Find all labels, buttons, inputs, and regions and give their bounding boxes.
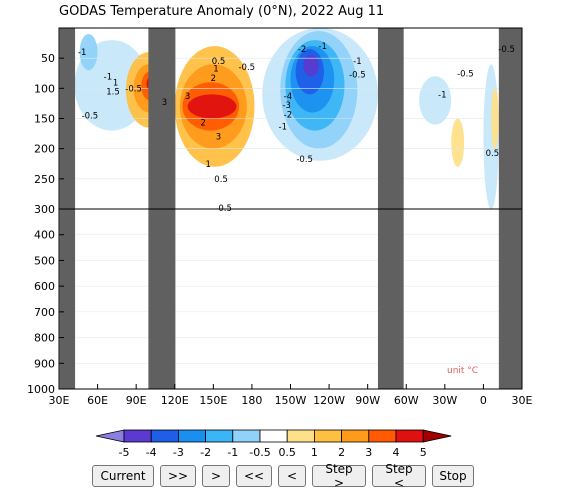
- forward-button[interactable]: >: [202, 465, 230, 487]
- y-tick-label: 250: [34, 173, 55, 186]
- x-tick-label: 0: [480, 394, 487, 407]
- y-tick-label: 500: [34, 254, 55, 267]
- contour-label: -0.5: [457, 69, 474, 79]
- colorbar-cell: [205, 429, 234, 443]
- contour-label: -1: [104, 72, 112, 82]
- colorbar-cell: [177, 429, 206, 443]
- animation-controls: Current >> > << < Step > Step < Stop: [92, 462, 474, 490]
- x-tick-label: 30E: [512, 394, 533, 407]
- colorbar-label: 0.5: [278, 446, 296, 459]
- contour-label: -1: [78, 48, 86, 58]
- fast-back-button[interactable]: <<: [236, 465, 272, 487]
- colorbar-cell: [123, 429, 152, 443]
- y-tick-label: 150: [34, 113, 55, 126]
- contour-label: 3: [185, 92, 190, 102]
- colorbar-label: -4: [146, 446, 157, 459]
- x-tick-label: 90W: [355, 394, 380, 407]
- colorbar-label: 5: [420, 446, 427, 459]
- contour-label: -1: [318, 42, 326, 52]
- contour-label: -0.5: [296, 155, 313, 165]
- x-tick-label: 60W: [394, 394, 419, 407]
- contour-label: 0.5: [212, 57, 226, 67]
- y-tick-label: 200: [34, 143, 55, 156]
- contour-label: 0.5: [486, 149, 500, 159]
- contour-label: 3: [216, 133, 221, 143]
- back-button[interactable]: <: [278, 465, 306, 487]
- contour-label: -3: [282, 101, 290, 111]
- contour-label: 2: [200, 119, 205, 129]
- y-tick-label: 300: [34, 203, 55, 216]
- contour-label: -0.5: [125, 84, 142, 94]
- axes: 30E 60E 90E 120E 150E 180 150W 120W 90W 60W 30W 0 30…: [27, 52, 533, 407]
- x-tick-label: 90E: [126, 394, 147, 407]
- x-tick-label: 150E: [199, 394, 227, 407]
- x-tick-label: 30E: [49, 394, 70, 407]
- contour-label: 1: [213, 64, 218, 74]
- colorbar-cell: [232, 429, 261, 443]
- anomaly-region: [187, 94, 237, 119]
- anomaly-region: [419, 76, 452, 125]
- step-forward-button[interactable]: Step >: [312, 462, 366, 490]
- colorbar-label: 1: [311, 446, 318, 459]
- colorbar-label: 4: [393, 446, 400, 459]
- contour-label: 0.5: [214, 175, 228, 185]
- anomaly-region: [79, 34, 98, 71]
- colorbar-label: -1: [227, 446, 238, 459]
- x-tick-label: 120E: [161, 394, 189, 407]
- y-tick-label: 50: [41, 52, 55, 65]
- fast-forward-button[interactable]: >>: [160, 465, 196, 487]
- colorbar-label: 3: [365, 446, 372, 459]
- chart-title: GODAS Temperature Anomaly (0°N), 2022 Au…: [59, 4, 384, 19]
- colorbar-cell: [150, 429, 179, 443]
- step-back-button[interactable]: Step <: [372, 462, 426, 490]
- contour-label: 1: [113, 78, 118, 88]
- colorbar-label: -2: [200, 446, 211, 459]
- colorbar-label: -5: [119, 446, 130, 459]
- contour-label: -1: [438, 90, 446, 100]
- anomaly-region: [303, 55, 319, 77]
- colorbar-cell: [368, 429, 397, 443]
- anomaly-region: [451, 118, 465, 167]
- x-tick-label: 120W: [313, 394, 345, 407]
- y-tick-label: 100: [34, 82, 55, 95]
- contour-label: -1: [279, 122, 287, 132]
- anomaly-chart: GODAS Temperature Anomaly (0°N), 2022 Au…: [27, 4, 533, 459]
- colorbar-label: 2: [338, 446, 345, 459]
- contour-label: -0.5: [349, 70, 366, 80]
- contour-label: 3: [162, 98, 167, 108]
- colorbar-cell: [341, 429, 370, 443]
- contour-label: 2: [211, 74, 216, 84]
- contour-label: -0.5: [498, 45, 515, 55]
- x-tick-label: 60E: [87, 394, 108, 407]
- y-tick-label: 400: [34, 229, 55, 242]
- x-tick-label: 150W: [275, 394, 307, 407]
- contour-label: 1: [205, 160, 210, 170]
- contour-label: -4: [284, 92, 292, 102]
- x-tick-label: 30W: [432, 394, 457, 407]
- y-tick-label: 600: [34, 280, 55, 293]
- unit-note: unit °C: [447, 366, 478, 376]
- contour-label: -0.5: [238, 63, 255, 73]
- colorbar-label: -0.5: [249, 446, 270, 459]
- current-button[interactable]: Current: [92, 465, 154, 487]
- colorbar-cap-left: [95, 429, 125, 443]
- y-tick-label: 700: [34, 306, 55, 319]
- colorbar-cell: [313, 429, 342, 443]
- contour-label: -2: [298, 45, 306, 55]
- colorbar-cell: [286, 429, 315, 443]
- colorbar-cap-right: [422, 429, 452, 443]
- contour-label: -0.5: [82, 112, 99, 122]
- y-tick-label: 900: [34, 357, 55, 370]
- contour-label: -1: [353, 57, 361, 67]
- contour-label: -2: [284, 110, 292, 120]
- stop-button[interactable]: Stop: [432, 465, 474, 487]
- colorbar: -5 -4 -3 -2 -1 -0.5 0.5 1 2 3 4 5: [95, 429, 452, 459]
- y-tick-label: 800: [34, 332, 55, 345]
- colorbar-cell: [395, 429, 424, 443]
- y-tick-label: 1000: [27, 383, 55, 396]
- contour-label: 1.5: [106, 87, 120, 97]
- colorbar-cell: [259, 429, 288, 443]
- x-tick-label: 180: [241, 394, 262, 407]
- colorbar-label: -3: [173, 446, 184, 459]
